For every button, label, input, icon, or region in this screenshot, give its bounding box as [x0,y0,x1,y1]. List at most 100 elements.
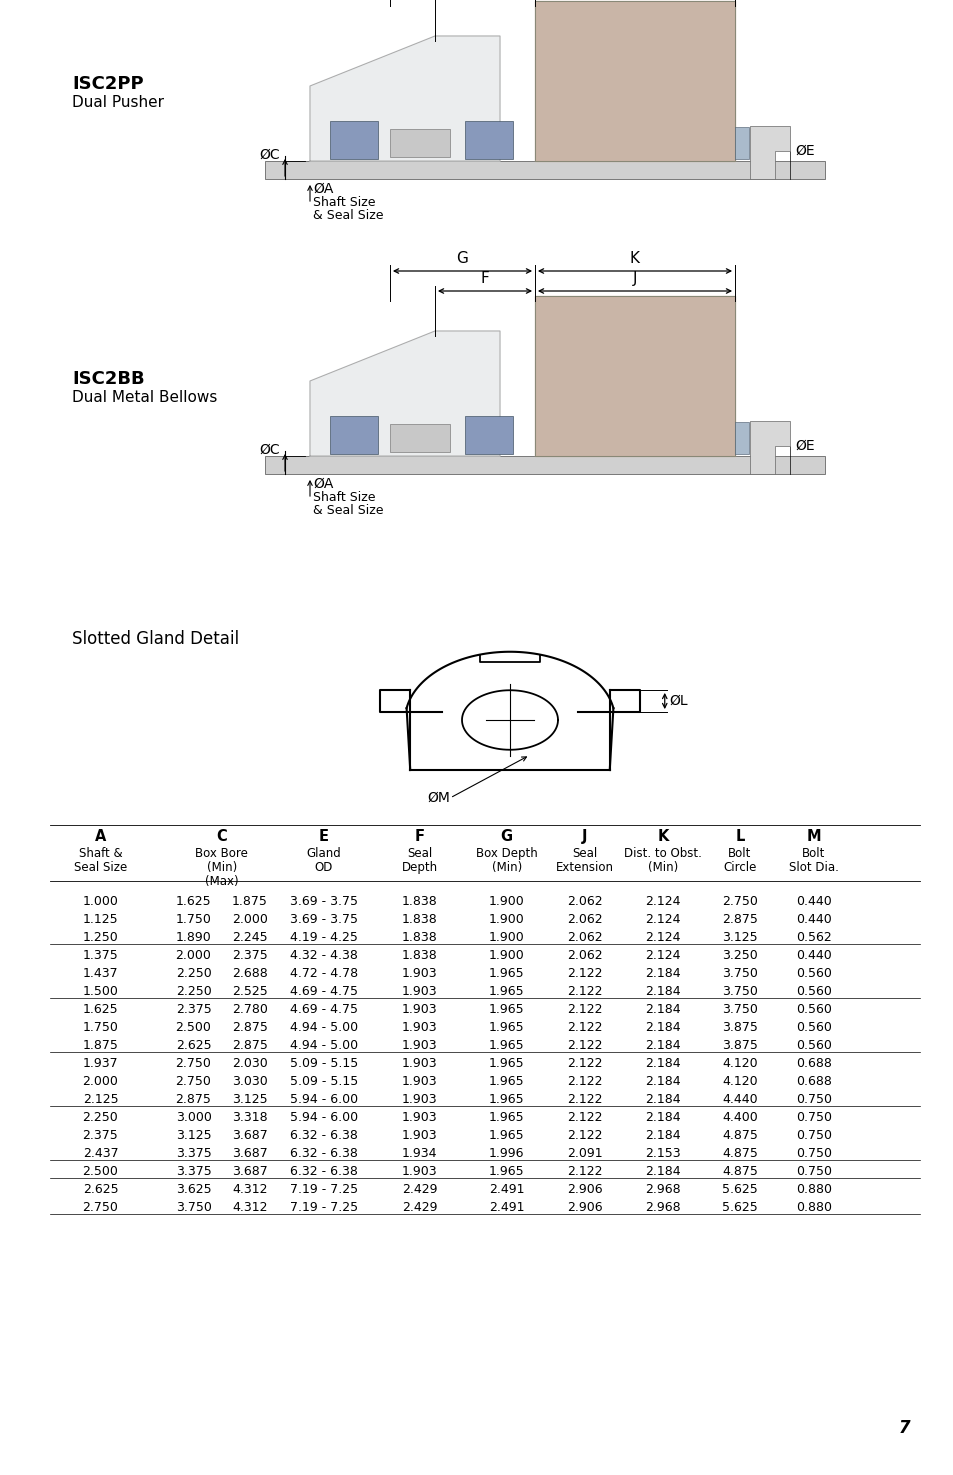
Text: 2.875: 2.875 [232,1038,268,1052]
Text: 2.491: 2.491 [489,1201,524,1214]
Text: 1.437: 1.437 [83,968,118,979]
Text: Shaft Size: Shaft Size [313,491,375,504]
Text: 2.124: 2.124 [645,931,680,944]
Text: G: G [456,251,468,266]
Text: OD: OD [314,861,333,875]
Text: ØE: ØE [794,440,814,453]
Text: 2.122: 2.122 [567,968,602,979]
Text: 2.429: 2.429 [401,1201,437,1214]
Text: 0.750: 0.750 [795,1148,831,1159]
Text: 2.906: 2.906 [567,1183,602,1196]
Text: Seal: Seal [572,847,597,860]
Text: Circle: Circle [722,861,756,875]
Text: 3.375: 3.375 [175,1165,212,1179]
Text: 5.94 - 6.00: 5.94 - 6.00 [290,1093,357,1106]
Text: 4.94 - 5.00: 4.94 - 5.00 [290,1038,357,1052]
Text: Extension: Extension [556,861,614,875]
Text: Slot Dia.: Slot Dia. [788,861,838,875]
Text: 2.122: 2.122 [567,1038,602,1052]
Bar [330,416,377,454]
Text: 2.750: 2.750 [175,1058,212,1069]
Text: 4.19 - 4.25: 4.19 - 4.25 [290,931,357,944]
Text: & Seal Size: & Seal Size [313,504,383,518]
Text: 1.903: 1.903 [401,985,437,999]
Text: Box Depth: Box Depth [476,847,537,860]
Text: 4.875: 4.875 [721,1128,757,1142]
Text: (Min): (Min) [491,861,521,875]
Text: (Min): (Min) [207,861,236,875]
Text: F: F [480,271,489,286]
Text: 2.091: 2.091 [567,1148,602,1159]
Text: 3.030: 3.030 [232,1075,268,1089]
Text: ØA: ØA [313,181,333,196]
Text: 0.688: 0.688 [795,1058,831,1069]
Text: 3.125: 3.125 [175,1128,212,1142]
Text: J: J [581,829,587,844]
Text: 2.245: 2.245 [232,931,268,944]
Text: 2.375: 2.375 [232,948,268,962]
Text: 3.750: 3.750 [721,1003,757,1016]
Text: 3.000: 3.000 [175,1111,212,1124]
Bar [390,128,450,156]
Text: 1.838: 1.838 [401,948,437,962]
Text: Slotted Gland Detail: Slotted Gland Detail [71,630,239,648]
Text: 1.890: 1.890 [175,931,212,944]
Text: 6.32 - 6.38: 6.32 - 6.38 [290,1148,357,1159]
Text: 2.030: 2.030 [232,1058,268,1069]
Text: 1.965: 1.965 [489,1128,524,1142]
Text: 3.687: 3.687 [232,1165,268,1179]
Text: K: K [629,251,639,266]
Text: 2.122: 2.122 [567,1093,602,1106]
Text: 0.440: 0.440 [795,948,831,962]
Text: 2.875: 2.875 [721,913,757,926]
Text: 0.880: 0.880 [795,1201,831,1214]
Text: 3.750: 3.750 [721,985,757,999]
Text: 2.062: 2.062 [567,948,602,962]
Text: Shaft Size: Shaft Size [313,196,375,209]
Text: 0.560: 0.560 [795,1003,831,1016]
Text: 1.965: 1.965 [489,1003,524,1016]
Text: 2.184: 2.184 [645,968,680,979]
Text: 1.900: 1.900 [488,948,524,962]
Bar [390,423,450,451]
Text: 1.838: 1.838 [401,931,437,944]
Text: Seal: Seal [407,847,432,860]
Text: 2.153: 2.153 [645,1148,680,1159]
Text: 1.903: 1.903 [401,1058,437,1069]
Bar [734,127,748,159]
Text: 2.250: 2.250 [175,968,212,979]
Text: 1.625: 1.625 [175,895,212,909]
Text: 4.312: 4.312 [233,1183,268,1196]
Text: 0.750: 0.750 [795,1128,831,1142]
Text: 1.903: 1.903 [401,1128,437,1142]
Text: 1.875: 1.875 [232,895,268,909]
Text: 7.19 - 7.25: 7.19 - 7.25 [290,1201,357,1214]
Text: 2.625: 2.625 [83,1183,118,1196]
Text: 0.560: 0.560 [795,1021,831,1034]
Text: ISC2PP: ISC2PP [71,75,144,93]
Text: 7.19 - 7.25: 7.19 - 7.25 [290,1183,357,1196]
Text: 1.838: 1.838 [401,913,437,926]
Text: Bolt: Bolt [727,847,751,860]
Text: 2.184: 2.184 [645,1093,680,1106]
Text: 5.09 - 5.15: 5.09 - 5.15 [290,1075,357,1089]
Text: ØM: ØM [427,791,450,805]
Text: 2.122: 2.122 [567,985,602,999]
Text: 1.903: 1.903 [401,1111,437,1124]
Text: Gland: Gland [306,847,341,860]
Text: 3.69 - 3.75: 3.69 - 3.75 [290,895,357,909]
Text: 2.750: 2.750 [175,1075,212,1089]
Text: M: M [805,829,821,844]
Text: 0.440: 0.440 [795,895,831,909]
Bar [265,161,824,178]
Text: 2.184: 2.184 [645,1058,680,1069]
Text: 2.062: 2.062 [567,913,602,926]
Text: 3.750: 3.750 [175,1201,212,1214]
Text: 2.184: 2.184 [645,1165,680,1179]
Text: 2.750: 2.750 [721,895,757,909]
Text: & Seal Size: & Seal Size [313,209,383,223]
Text: ØE: ØE [794,145,814,158]
Text: 2.906: 2.906 [567,1201,602,1214]
Text: 1.903: 1.903 [401,1038,437,1052]
Text: C: C [216,829,227,844]
